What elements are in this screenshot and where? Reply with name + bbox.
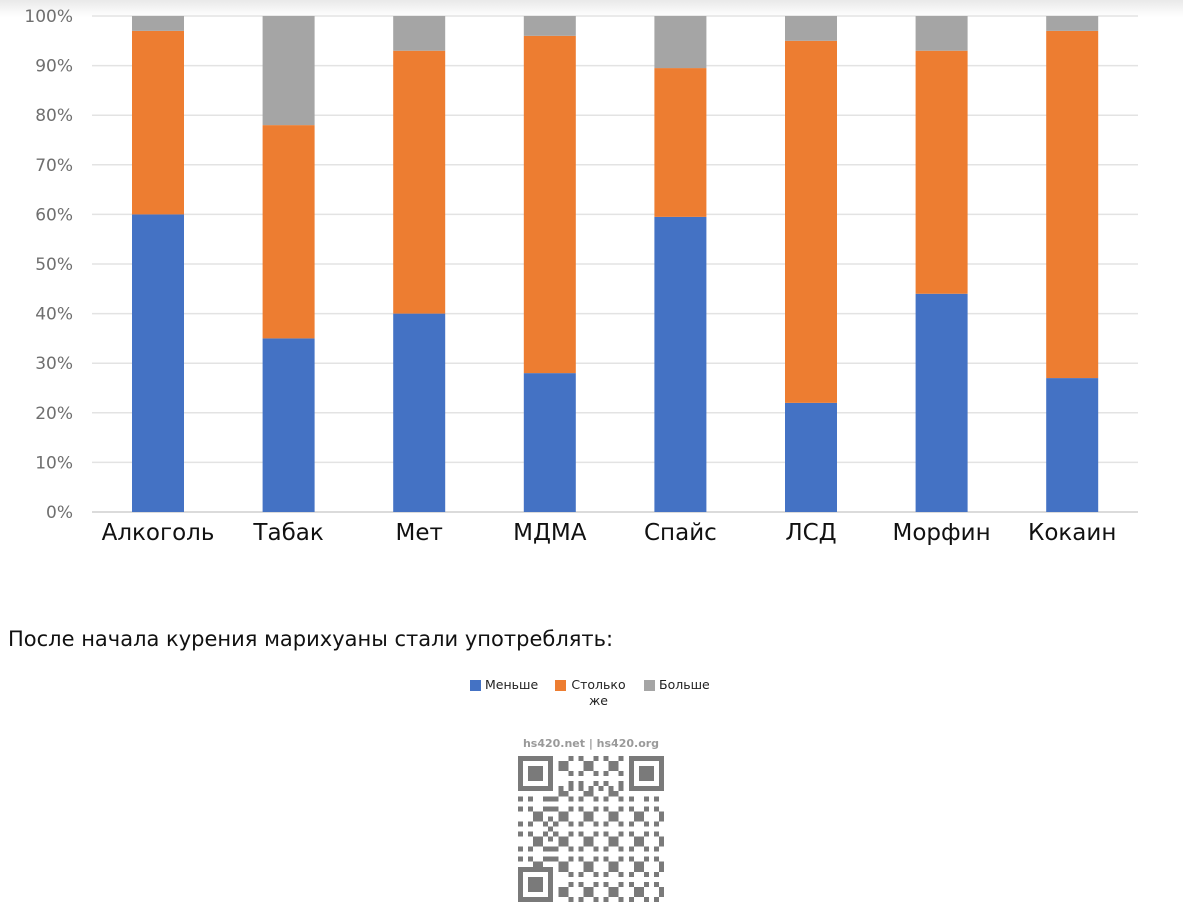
window-top-bar [0,0,1183,18]
bar-segment-2 [393,50,446,314]
bar-segment-2 [654,68,707,217]
bar-segment-1 [915,293,968,512]
bar-segment-3 [1046,16,1099,31]
legend-swatch-menshe [470,680,481,691]
y-tick-label: 0% [46,503,73,523]
bar-segment-2 [1046,30,1099,379]
bar-segment-3 [654,16,707,69]
bar-segment-1 [393,313,446,512]
x-tick-label: Алкоголь [102,520,215,546]
bar-segment-2 [132,30,184,215]
bar-segment-1 [785,402,837,512]
bar-segment-3 [915,16,968,51]
y-tick-label: 20% [35,404,73,424]
y-tick-label: 40% [35,305,73,325]
qr-code-icon [518,756,664,902]
x-tick-label: Морфин [893,520,991,546]
legend-label-bolshe: Больше [659,677,710,692]
bar-segment-3 [132,16,184,31]
legend-label-stolko-zhe: Столько же [571,677,626,708]
y-tick-label: 60% [35,205,73,225]
x-tick-label: Кокаин [1028,520,1116,546]
x-tick-label: Табак [252,520,323,546]
bar-segment-2 [262,125,315,339]
bar-segment-2 [915,50,968,294]
bar-segment-2 [785,40,837,403]
bar-segment-3 [785,16,837,41]
stacked-bar-chart: 0% 10% 20% 30% 40% 50% 60% 70% 80% 90% 100% Алкогол… [24,7,1138,546]
y-tick-label: 70% [35,156,73,176]
legend-label-menshe: Меньше [485,677,539,692]
bar-segment-1 [262,338,315,512]
bar-segment-1 [132,214,184,512]
y-tick-label: 30% [35,354,73,374]
y-tick-label: 80% [35,106,73,126]
bar-segment-3 [523,16,576,36]
bar-segment-1 [654,216,707,512]
bar-segment-3 [393,16,446,51]
x-tick-label: Спайс [644,520,717,546]
bar-segment-1 [1046,378,1099,512]
legend-item-menshe: Меньше [470,677,538,693]
bar-segment-1 [523,373,576,512]
chart-caption: После начала курения марихуаны стали упо… [8,627,614,651]
legend-swatch-stolko-zhe [555,680,566,691]
bar-segment-2 [523,35,576,374]
y-tick-label: 50% [35,255,73,275]
y-tick-label: 90% [35,57,73,77]
legend-item-stolko-zhe: Столько же [555,677,627,709]
legend-swatch-bolshe [644,680,655,691]
y-tick-label: 10% [35,453,73,473]
x-tick-label: МДМА [513,520,587,546]
source-watermark: hs420.net | hs420.org [522,737,660,750]
bar-segment-3 [262,16,315,126]
y-tick-label: 100% [24,7,73,27]
legend-item-bolshe: Больше [644,677,710,693]
x-tick-label: ЛСД [785,520,836,546]
x-tick-label: Мет [395,520,442,546]
